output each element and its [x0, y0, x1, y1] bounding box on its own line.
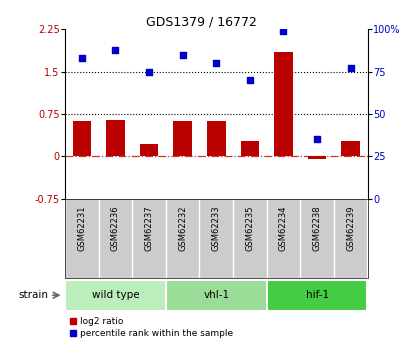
Point	[112, 47, 119, 52]
Legend: log2 ratio, percentile rank within the sample: log2 ratio, percentile rank within the s…	[70, 317, 234, 338]
Bar	[166, 280, 267, 311]
Title: GDS1379 / 16772: GDS1379 / 16772	[146, 15, 257, 28]
Bar	[341, 141, 360, 156]
Point	[179, 52, 186, 58]
Bar	[73, 121, 91, 156]
Bar	[267, 280, 368, 311]
Text: GSM62236: GSM62236	[111, 205, 120, 251]
Point	[247, 77, 253, 83]
Bar	[308, 156, 326, 159]
Text: wild type: wild type	[92, 290, 139, 300]
Text: strain: strain	[18, 290, 48, 300]
Text: GSM62234: GSM62234	[279, 205, 288, 250]
Text: GSM62235: GSM62235	[245, 205, 255, 250]
Point	[79, 55, 85, 61]
Text: GSM62239: GSM62239	[346, 205, 355, 250]
Text: GSM62233: GSM62233	[212, 205, 221, 251]
Bar	[241, 140, 259, 156]
Text: GSM62237: GSM62237	[144, 205, 154, 251]
Bar	[274, 52, 293, 156]
Point	[146, 69, 152, 75]
Text: GSM62232: GSM62232	[178, 205, 187, 250]
Text: hif-1: hif-1	[305, 290, 329, 300]
Point	[314, 137, 320, 142]
Bar	[106, 120, 125, 156]
Bar	[140, 144, 158, 156]
Bar	[65, 280, 166, 311]
Text: vhl-1: vhl-1	[203, 290, 229, 300]
Bar	[207, 121, 226, 156]
Text: GSM62231: GSM62231	[77, 205, 87, 250]
Bar	[173, 121, 192, 156]
Point	[280, 28, 287, 34]
Point	[347, 66, 354, 71]
Point	[213, 60, 220, 66]
Text: GSM62238: GSM62238	[312, 205, 322, 251]
